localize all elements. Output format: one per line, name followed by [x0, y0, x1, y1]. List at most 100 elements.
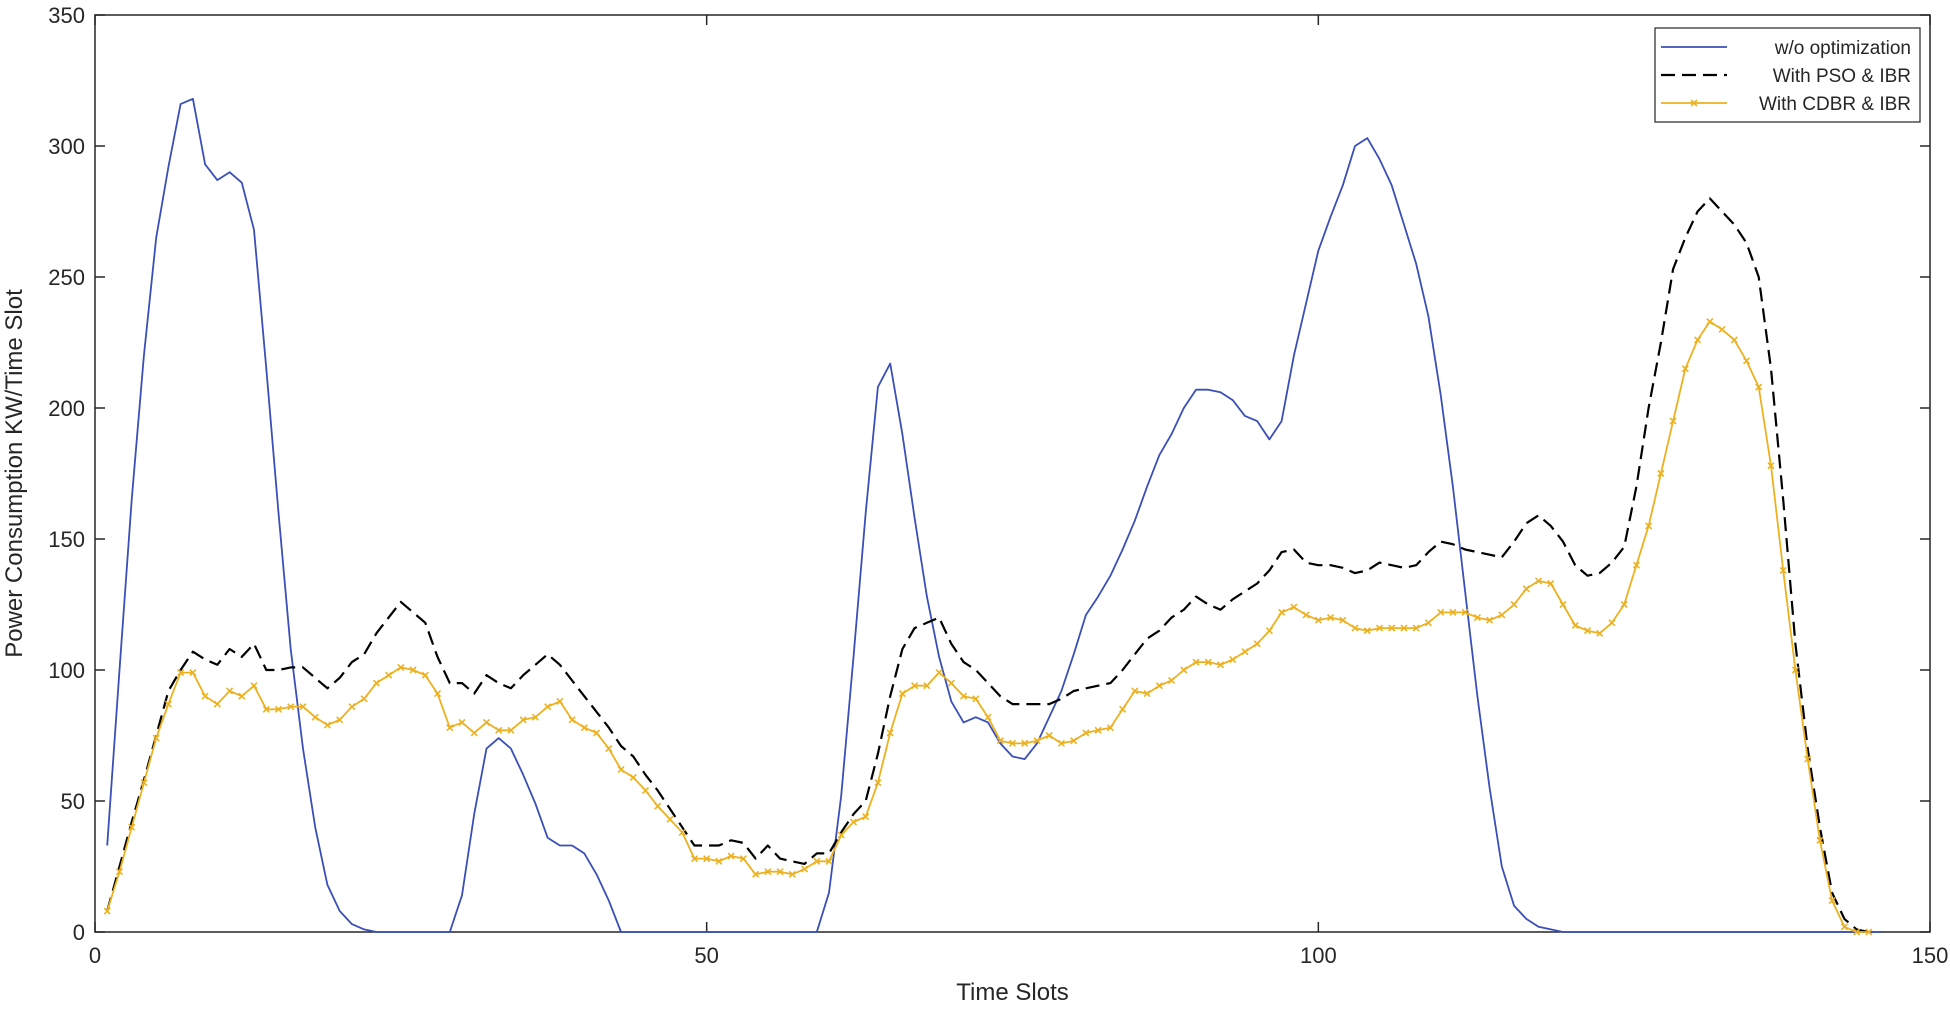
data-point: [1791, 666, 1799, 674]
data-point: [678, 828, 686, 837]
y-tick-label: 350: [48, 3, 85, 28]
data-point: [458, 718, 466, 726]
data-point: [654, 802, 662, 810]
data-point: [666, 815, 674, 823]
data-point: [1669, 417, 1677, 425]
data-point: [1534, 577, 1543, 585]
data-point: [1632, 561, 1640, 569]
data-point: [1045, 731, 1053, 740]
data-point: [507, 726, 515, 734]
data-point: [1400, 624, 1408, 632]
data-point: [115, 868, 124, 876]
data-point: [299, 703, 307, 711]
data-point: [1498, 611, 1506, 619]
data-point: [1008, 739, 1017, 747]
data-point: [1755, 383, 1763, 391]
data-point: [1167, 676, 1176, 685]
data-point: [385, 671, 393, 679]
data-point: [1302, 611, 1310, 619]
data-point: [1608, 619, 1616, 627]
x-tick-label: 0: [89, 943, 101, 968]
data-point: [1816, 836, 1824, 844]
data-point: [996, 737, 1004, 745]
data-point: [580, 724, 588, 732]
data-point: [482, 718, 491, 726]
data-point: [421, 671, 429, 679]
data-point: [568, 716, 576, 724]
data-point: [1620, 600, 1628, 609]
x-tick-label: 100: [1300, 943, 1337, 968]
data-point: [593, 729, 601, 737]
data-point: [727, 852, 735, 860]
data-point: [336, 716, 344, 724]
data-point: [1119, 705, 1127, 713]
data-point: [1804, 755, 1812, 763]
data-point: [849, 818, 858, 826]
y-tick-label: 200: [48, 396, 85, 421]
data-point: [1192, 658, 1200, 666]
data-point: [1094, 726, 1102, 734]
data-point: [164, 700, 172, 708]
data-point: [1767, 462, 1775, 470]
data-point: [764, 868, 772, 876]
data-point: [935, 669, 943, 677]
legend-label: w/o optimization: [1774, 38, 1911, 59]
data-point: [752, 870, 760, 878]
data-point: [1461, 608, 1469, 616]
data-point: [1681, 365, 1689, 373]
data-point: [1657, 469, 1665, 478]
data-point: [1779, 566, 1787, 575]
data-point: [1596, 629, 1604, 637]
data-point: [1021, 739, 1029, 747]
data-point: [984, 713, 992, 721]
data-point: [1412, 624, 1420, 632]
data-point: [128, 823, 136, 831]
axis-ticks: 0 50 100 150 0 50 100 150 200 250 300 350: [48, 3, 1948, 968]
data-point: [519, 716, 527, 724]
data-point: [409, 666, 417, 674]
data-point: [862, 813, 870, 821]
data-point: [788, 870, 796, 878]
data-point: [1314, 616, 1322, 624]
data-point: [886, 729, 894, 737]
data-point: [348, 703, 356, 711]
data-point: [1351, 624, 1359, 632]
data-point: [397, 663, 405, 671]
data-point: [360, 695, 368, 703]
data-point: [911, 682, 919, 690]
data-point: [238, 692, 246, 700]
series-line-with-pso-ibr: [106, 197, 1870, 934]
data-point: [1486, 616, 1494, 624]
data-point: [1241, 648, 1249, 656]
data-point: [1204, 658, 1212, 666]
data-point: [1339, 616, 1347, 624]
data-point: [556, 697, 564, 706]
data-point: [1070, 737, 1078, 745]
data-point: [470, 729, 478, 737]
data-point: [140, 779, 148, 787]
data-point: [1363, 627, 1371, 635]
data-point: [960, 692, 968, 700]
data-point: [825, 857, 833, 865]
data-point: [189, 669, 197, 677]
y-tick-label: 100: [48, 658, 85, 683]
data-point: [837, 831, 845, 839]
data-point: [1853, 928, 1861, 936]
data-point: [372, 679, 380, 687]
y-tick-label: 300: [48, 134, 85, 159]
series-lines: [103, 97, 1882, 936]
data-point: [1253, 640, 1261, 648]
data-point: [446, 724, 454, 732]
data-point: [1473, 614, 1481, 622]
data-point: [1216, 661, 1225, 669]
data-point: [213, 700, 221, 708]
data-point: [1180, 666, 1188, 674]
data-point: [1694, 336, 1702, 344]
data-point: [1278, 608, 1286, 616]
data-point: [1510, 600, 1518, 609]
data-point: [1375, 624, 1384, 632]
data-point: [1449, 608, 1457, 616]
y-tick-label: 0: [73, 920, 85, 945]
